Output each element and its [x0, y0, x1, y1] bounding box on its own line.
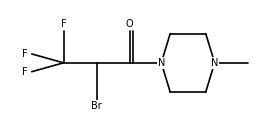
Text: F: F: [61, 19, 66, 29]
Text: F: F: [22, 49, 27, 59]
Text: N: N: [157, 58, 165, 68]
Text: O: O: [126, 19, 133, 29]
Text: Br: Br: [91, 101, 102, 111]
Text: F: F: [22, 67, 27, 77]
Text: N: N: [211, 58, 218, 68]
